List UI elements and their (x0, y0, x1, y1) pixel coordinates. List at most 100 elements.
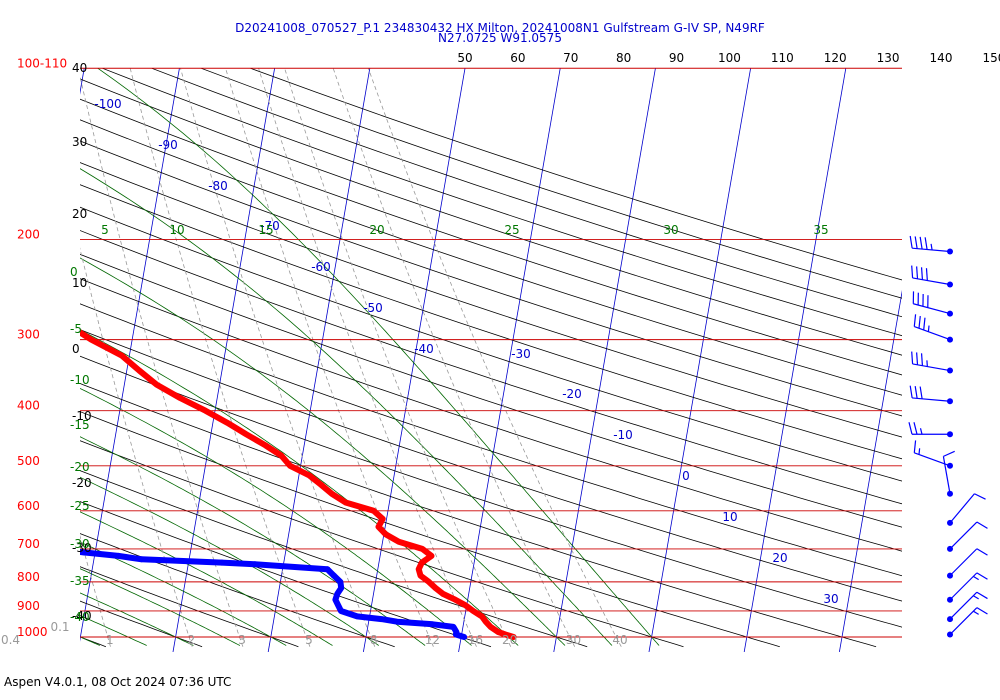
mixing-ratio-label: 8 (370, 633, 378, 647)
isotherm-line (267, 68, 371, 652)
wind-barb (947, 591, 988, 623)
dry-adiabat-label: 30 (72, 135, 87, 149)
isotherm-label: -30 (511, 347, 531, 361)
moist-adiabat-label: 10 (169, 223, 184, 237)
mixing-ratio-line (0, 68, 11, 646)
wind-barb-flag (914, 386, 918, 399)
moist-adiabat-left-label: -25 (70, 499, 90, 513)
dry-adiabat-line (80, 206, 902, 482)
dry-adiabat-label: 20 (72, 207, 87, 221)
dry-adiabat-line (80, 600, 203, 648)
moist-adiabat-label: 15 (258, 223, 273, 237)
dry-adiabat-line (80, 501, 492, 648)
isotherm-line (80, 68, 85, 95)
wind-barb-flag (909, 385, 913, 399)
isotherm-label: -70 (260, 219, 280, 233)
wind-barb (913, 314, 953, 343)
moist-adiabat-line (80, 568, 241, 646)
dewpoint-point (80, 549, 87, 556)
top-degf-tick-label: 80 (616, 51, 631, 65)
wind-barb-staff (949, 521, 978, 550)
top-degf-tick-label: 120 (824, 51, 847, 65)
isotherm-label: -80 (208, 179, 228, 193)
mixing-ratio-line (332, 68, 576, 647)
isobar-lines (80, 67, 902, 638)
wind-barb-flag (976, 572, 988, 580)
wind-barb-flag (916, 352, 919, 365)
moist-adiabat-line (80, 476, 379, 646)
top-degf-tick-label: 150 (982, 51, 1000, 65)
moist-adiabat-label: 5 (101, 223, 109, 237)
dry-adiabat-label: -30 (72, 541, 92, 555)
pressure-label: 400 (17, 399, 40, 413)
mixing-ratio-label: 1 (106, 633, 114, 647)
chart-title-line1: D20241008_070527_P.1 234830432 HX Milton… (235, 21, 765, 35)
dry-adiabat-line (80, 411, 780, 648)
isotherm-label: 20 (772, 551, 787, 565)
dry-adiabat-line (80, 278, 902, 552)
top-degf-tick-label: 110 (771, 51, 794, 65)
moist-adiabat-line (0, 56, 53, 646)
mixing-ratio-label: 30 (566, 633, 581, 647)
wind-barb (909, 385, 953, 405)
dry-adiabat-line (80, 140, 902, 417)
mixing-ratio-label: 0.1 (50, 620, 69, 634)
wind-barb-flag (923, 317, 926, 331)
dry-adiabat-label: -20 (72, 476, 92, 490)
moist-adiabat-left-label: -40 (70, 610, 90, 624)
moist-adiabat-line (96, 68, 660, 646)
dewpoint-point (138, 556, 145, 563)
wind-barb-staff (949, 493, 975, 524)
top-degf-tick-label: 70 (563, 51, 578, 65)
wind-barb-flag (976, 548, 988, 556)
wind-barb-staff (912, 397, 951, 402)
moist-adiabat-line (80, 257, 566, 646)
pressure-label: 700 (17, 537, 40, 551)
pressure-label: 200 (17, 227, 40, 241)
dry-adiabat-line (80, 355, 902, 628)
dry-adiabat-line (102, 68, 902, 337)
moist-adiabat-line (80, 387, 472, 646)
wind-barb-flag (925, 268, 928, 281)
wind-barb-staff (914, 326, 951, 341)
wind-barb-flag (913, 440, 917, 453)
isotherm-label: -20 (562, 387, 582, 401)
wind-barb-flag (924, 237, 928, 250)
dry-adiabat-line (80, 533, 395, 648)
moist-adiabat-line (80, 592, 194, 646)
mixing-ratio-line (367, 68, 622, 647)
wind-barb (947, 607, 988, 638)
moist-adiabat-line (80, 511, 333, 646)
dry-adiabat-label: 0 (72, 342, 80, 356)
dry-adiabat-line (0, 68, 10, 646)
dry-adiabat-line (80, 383, 877, 648)
dry-adiabat-line (80, 119, 902, 396)
wind-barb-half-flag (919, 428, 923, 435)
wind-barb-staff (949, 548, 978, 577)
wind-barb-staff (914, 452, 951, 467)
moist-adiabat-left-label: -35 (70, 574, 90, 588)
top-degf-tick-label: 140 (930, 51, 953, 65)
moist-adiabat-left-label: -20 (70, 460, 90, 474)
pressure-label: 500 (17, 454, 40, 468)
wind-barb-flag (913, 314, 917, 327)
wind-barb-flag (911, 351, 914, 364)
pressure-label: 100-110 (17, 56, 67, 70)
isotherm-label: -10 (613, 428, 633, 442)
dewpoint-profile (80, 548, 468, 640)
mixing-ratio-line (80, 75, 244, 647)
isotherm-label: -90 (158, 138, 178, 152)
dry-adiabat-line (80, 440, 684, 648)
wind-barb-flag (918, 315, 921, 329)
dry-adiabat-line (80, 566, 299, 648)
wind-barb-flag (916, 266, 919, 279)
moist-adiabat-label: 35 (813, 223, 828, 237)
isotherm-label: 30 (823, 592, 838, 606)
chart-title-line2: N27.0725 W91.0575 (438, 31, 562, 45)
isotherm-label: -100 (94, 97, 121, 111)
wind-barb (913, 440, 953, 469)
wind-barb-flag (976, 521, 988, 529)
dry-adiabat-line (80, 162, 902, 438)
mixing-ratio-label: 20 (502, 633, 517, 647)
